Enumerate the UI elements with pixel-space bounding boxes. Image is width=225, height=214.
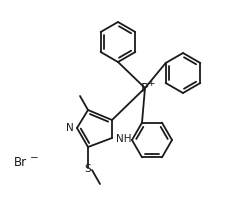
Text: Br: Br [13,156,27,168]
Text: P: P [141,82,148,95]
Text: S: S [84,164,91,174]
Text: NH: NH [115,134,131,144]
Text: −: − [29,153,38,163]
Text: N: N [66,123,74,133]
Text: +: + [147,79,154,88]
